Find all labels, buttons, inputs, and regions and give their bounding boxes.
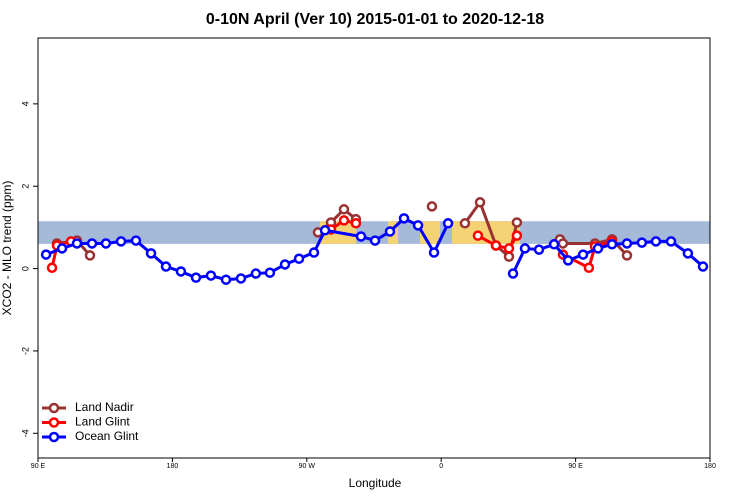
data-point (235, 273, 247, 284)
data-point (160, 261, 172, 272)
data-point (490, 240, 502, 251)
data-point (100, 238, 112, 249)
data-point (205, 270, 217, 281)
data-point (697, 261, 709, 272)
data-point (190, 272, 202, 283)
y-tick-label: 2 (20, 184, 30, 189)
data-point (577, 249, 589, 260)
x-axis-label: Longitude (349, 476, 402, 490)
data-point (519, 243, 531, 254)
data-point (621, 250, 633, 261)
data-point (71, 238, 83, 249)
data-point (338, 204, 350, 215)
data-point (279, 259, 291, 270)
plot-frame (37, 37, 711, 459)
legend-label: Land Nadir (75, 400, 134, 414)
data-point (369, 235, 381, 246)
data-point (384, 226, 396, 237)
y-tick-label: 4 (20, 101, 30, 106)
data-point (548, 239, 560, 250)
data-point (636, 237, 648, 248)
data-point (503, 243, 515, 254)
y-tick-label: 0 (20, 266, 30, 271)
x-tick-label: 180 (704, 463, 716, 470)
data-point (562, 255, 574, 266)
data-point (428, 247, 440, 258)
legend-label: Ocean Glint (75, 429, 139, 443)
data-point (412, 220, 424, 231)
data-point (115, 236, 127, 247)
x-tick-label: 90 E (31, 463, 46, 470)
data-point (426, 201, 438, 212)
data-point (350, 218, 362, 229)
y-tick-label: -4 (20, 429, 30, 437)
y-tick-label: -2 (20, 347, 30, 355)
data-point (459, 218, 471, 229)
legend-marker (48, 402, 60, 414)
data-point (338, 215, 350, 226)
data-point (355, 231, 367, 242)
data-point (507, 268, 519, 279)
data-point (398, 213, 410, 224)
data-point (503, 251, 515, 262)
data-point (511, 230, 523, 241)
x-tick-label: 180 (167, 463, 179, 470)
data-point (250, 268, 262, 279)
data-point (220, 274, 232, 285)
land-patch (452, 221, 520, 244)
legend-marker (48, 431, 60, 443)
reference-band (38, 221, 710, 244)
x-tick-label: 90 W (299, 463, 316, 470)
data-point (583, 262, 595, 274)
data-point (130, 235, 142, 246)
data-point (533, 244, 545, 255)
data-point (592, 243, 604, 254)
data-point (606, 239, 618, 250)
legend-marker (48, 417, 60, 428)
data-point (474, 197, 486, 208)
data-point (665, 236, 677, 247)
x-tick-label: 90 E (568, 463, 583, 470)
data-point (308, 247, 320, 258)
data-point (472, 230, 484, 241)
data-point (442, 218, 454, 229)
data-point (40, 249, 52, 260)
data-point (650, 236, 662, 247)
data-point (86, 238, 98, 249)
chart-title: 0-10N April (Ver 10) 2015-01-01 to 2020-… (206, 11, 544, 28)
x-tick-label: 0 (439, 463, 443, 470)
data-point (264, 267, 276, 278)
data-point (175, 266, 187, 277)
data-point (46, 262, 58, 274)
data-point (84, 250, 96, 261)
data-point (682, 248, 694, 259)
y-axis-label: XCO2 - MLO trend (ppm) (0, 181, 14, 316)
legend-label: Land Glint (75, 415, 130, 429)
data-point (56, 243, 68, 254)
data-point (621, 238, 633, 249)
data-point (319, 225, 331, 236)
data-point (293, 253, 305, 264)
data-point (557, 238, 569, 249)
data-point (145, 248, 157, 259)
data-point (511, 217, 523, 228)
